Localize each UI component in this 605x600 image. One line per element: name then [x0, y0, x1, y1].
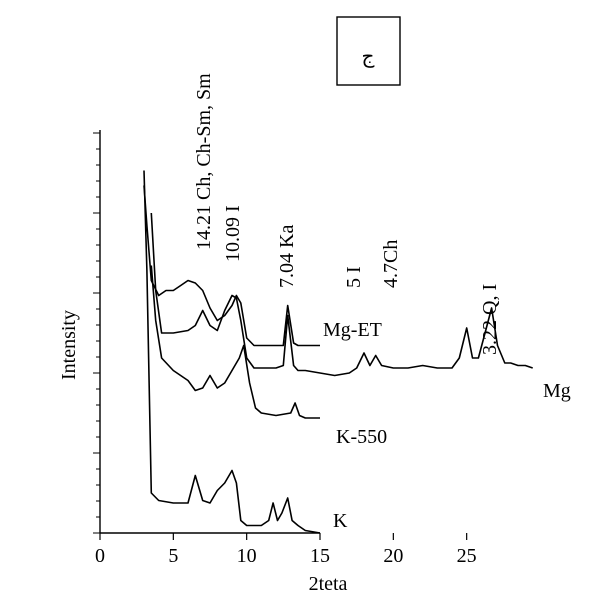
- trace-k: [143, 170, 321, 534]
- panel-label: ج: [362, 46, 375, 68]
- trace-k-550: [150, 265, 320, 419]
- annotation-14-21: 14.21 Ch, Ch-Sm, Sm: [193, 73, 215, 250]
- trace-mg-et: [143, 185, 320, 347]
- annotation-7-04: 7.04 Ka: [276, 225, 298, 288]
- x-tick-label: 20: [383, 545, 403, 567]
- series-label-k: K: [333, 510, 348, 532]
- annotation-3-22: 3.22 Q, I: [479, 284, 501, 355]
- x-tick-label: 10: [237, 545, 257, 567]
- x-axis-ticks: 0 5 10 15 20 25: [95, 533, 477, 567]
- x-axis-label: 2teta: [309, 573, 348, 595]
- annotation-5: 5 I: [343, 266, 365, 288]
- annotation-4-7: 4.7Ch: [380, 240, 402, 288]
- series-label-mg-et: Mg-ET: [323, 319, 382, 341]
- x-tick-label: 25: [457, 545, 477, 567]
- x-tick-label: 5: [168, 545, 178, 567]
- series-label-mg: Mg: [543, 380, 571, 402]
- panel-label-box: [336, 16, 401, 86]
- y-axis-label: Intensity: [58, 310, 80, 380]
- annotation-10-09: 10.09 I: [222, 205, 244, 262]
- trace-mg: [150, 212, 533, 377]
- y-axis-ticks: [93, 132, 100, 534]
- x-tick-label: 15: [310, 545, 330, 567]
- series-label-k-550: K-550: [336, 426, 387, 448]
- traces: [143, 170, 533, 534]
- x-tick-label: 0: [95, 545, 105, 567]
